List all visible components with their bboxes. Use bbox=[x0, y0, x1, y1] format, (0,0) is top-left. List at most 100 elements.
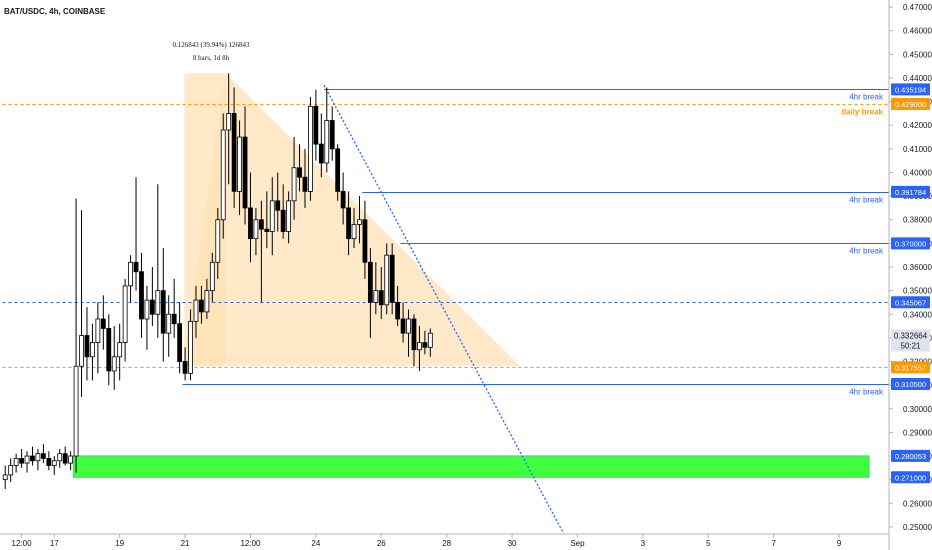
candle-body bbox=[280, 209, 286, 232]
candle-body bbox=[144, 299, 150, 320]
candle-body bbox=[111, 356, 117, 372]
time-tick-label: 28 bbox=[442, 539, 451, 548]
candle-body bbox=[237, 136, 242, 192]
price-tags: 0.435194 0.429000 0.391784 0.370000 0.345067… bbox=[891, 83, 930, 484]
level-price-tag: 0.429000 bbox=[895, 100, 926, 109]
candle-body bbox=[351, 224, 357, 240]
time-tick-label: 19 bbox=[115, 539, 124, 548]
candle-body bbox=[318, 143, 324, 164]
candle-body bbox=[269, 200, 275, 232]
candle-body bbox=[40, 453, 46, 459]
level-label: 4hr break bbox=[849, 93, 884, 102]
level-price-tag-box bbox=[891, 361, 930, 374]
candle-body bbox=[422, 342, 428, 348]
time-axis: 12:00 17 19 21 12:00 24 26 28 30 Sep 3 5 7 9 bbox=[0, 533, 889, 548]
level-price-tag-box bbox=[891, 377, 930, 390]
candle-body bbox=[406, 318, 411, 334]
candle-body bbox=[46, 457, 52, 466]
candle-body bbox=[19, 457, 24, 464]
candle-body bbox=[286, 200, 292, 232]
candle-body bbox=[362, 219, 368, 263]
candle-body bbox=[79, 335, 84, 367]
candle-body bbox=[313, 105, 319, 145]
candle-body bbox=[400, 318, 406, 334]
candle-body bbox=[340, 190, 346, 209]
candle-body bbox=[8, 465, 14, 476]
candle-body bbox=[84, 335, 90, 358]
level-label: 4hr break bbox=[849, 388, 884, 397]
zone-top-tag: 0.280053 bbox=[895, 452, 926, 461]
time-tick-label: 26 bbox=[377, 539, 386, 548]
candle-body bbox=[389, 254, 395, 303]
candle-body bbox=[155, 290, 161, 315]
level-price-tag: 0.345067 bbox=[895, 298, 926, 307]
zone-bottom-tag: 0.271000 bbox=[895, 473, 926, 482]
level-lines: 4hr break daily break 4hr break 4hr break 4h… bbox=[2, 89, 889, 397]
price-tick-label: 0.250000 bbox=[903, 523, 932, 532]
candle-body bbox=[149, 299, 155, 315]
candle-body bbox=[68, 455, 74, 464]
candle-body bbox=[2, 474, 8, 481]
countdown-tag: 50:21 bbox=[900, 341, 921, 350]
candle-body bbox=[35, 453, 41, 462]
zone-bottom-tag-box bbox=[891, 471, 930, 484]
candle-body bbox=[324, 120, 330, 164]
candle-body bbox=[117, 342, 123, 358]
time-tick-label: 24 bbox=[311, 539, 320, 548]
candle-body bbox=[411, 318, 417, 351]
chart-title: BAT/USDC, 4h, COINBASE bbox=[4, 7, 106, 16]
candle-body bbox=[308, 105, 313, 192]
level-price-tag: 0.370000 bbox=[895, 239, 926, 248]
candle-body bbox=[384, 254, 390, 306]
candle-body bbox=[329, 120, 335, 150]
candle-body bbox=[346, 207, 351, 240]
trend-line bbox=[323, 84, 565, 535]
candle-body bbox=[335, 148, 341, 192]
candle-body bbox=[166, 313, 172, 334]
candle-body bbox=[275, 200, 281, 211]
candle-body bbox=[204, 290, 210, 313]
candle-body bbox=[215, 219, 221, 263]
candle-body bbox=[106, 328, 112, 372]
candle-body bbox=[220, 129, 226, 221]
candle-body bbox=[395, 302, 401, 320]
time-tick-label: 7 bbox=[771, 539, 776, 548]
candle-body bbox=[30, 455, 35, 462]
candle-body bbox=[182, 361, 188, 374]
time-tick-label: Sep bbox=[570, 539, 585, 548]
trend-line-shape bbox=[323, 84, 565, 535]
candle-body bbox=[242, 136, 248, 209]
candle-body bbox=[258, 219, 264, 230]
candle-body bbox=[188, 320, 193, 374]
candle-body bbox=[160, 290, 166, 334]
candle-body bbox=[378, 290, 384, 306]
candle-body bbox=[128, 261, 133, 287]
candle-body bbox=[199, 299, 204, 313]
time-tick-label: 3 bbox=[641, 539, 646, 548]
time-tick-label: 30 bbox=[508, 539, 517, 548]
level-price-tag-box bbox=[891, 237, 930, 250]
candle-body bbox=[291, 167, 297, 202]
level-label: daily break bbox=[841, 108, 883, 117]
candle-body bbox=[264, 228, 270, 232]
time-tick-label: 21 bbox=[181, 539, 190, 548]
current-price-tag: 0.332664 bbox=[894, 331, 928, 340]
level-price-tag-box bbox=[891, 83, 930, 96]
time-tick-label: 9 bbox=[837, 539, 842, 548]
level-label: 4hr break bbox=[849, 247, 884, 256]
candle-body bbox=[253, 219, 259, 240]
zone-top-tag-box bbox=[891, 449, 930, 462]
candle-body bbox=[417, 342, 422, 351]
candle-body bbox=[171, 313, 177, 325]
candle-body bbox=[95, 318, 101, 344]
candles bbox=[2, 73, 433, 490]
